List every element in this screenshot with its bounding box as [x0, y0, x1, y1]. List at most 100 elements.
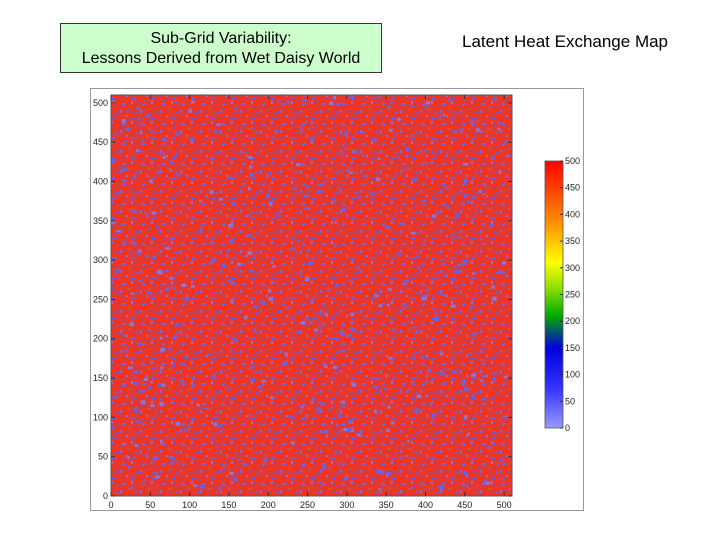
heatmap-cell — [225, 386, 230, 391]
heatmap-cell — [340, 171, 344, 174]
heatmap-cell — [237, 262, 241, 266]
heatmap-cell — [199, 199, 202, 203]
heatmap-cell — [421, 294, 427, 298]
heatmap-cell — [432, 214, 437, 218]
heatmap-cell — [283, 360, 288, 365]
heatmap-cell — [441, 481, 445, 484]
heatmap-cell — [260, 300, 265, 304]
heatmap-cell — [187, 424, 191, 428]
heatmap-cell — [121, 179, 127, 183]
heatmap-cell — [134, 370, 138, 375]
heatmap-cell — [308, 261, 313, 265]
heatmap-cell — [412, 177, 417, 181]
heatmap-cell — [203, 407, 209, 410]
heatmap-cell — [217, 424, 222, 428]
heatmap-cell — [179, 378, 184, 383]
heatmap-cell — [280, 472, 283, 475]
plot-border — [110, 94, 513, 497]
heatmap-cell — [423, 237, 427, 242]
heatmap-cell — [274, 129, 277, 133]
heatmap-cell — [137, 118, 141, 121]
heatmap-cell — [151, 460, 155, 465]
heatmap-cell — [503, 375, 508, 379]
heatmap-cell — [467, 432, 470, 436]
heatmap-cell — [115, 230, 121, 233]
heatmap-cell — [484, 198, 487, 202]
heatmap-cell — [234, 265, 238, 270]
heatmap-cell — [425, 101, 431, 105]
heatmap-cell — [389, 128, 393, 132]
heatmap-cell — [250, 365, 255, 369]
heatmap-cell — [183, 428, 188, 432]
heatmap-cell — [243, 464, 248, 466]
heatmap-cell — [165, 247, 170, 250]
x-tick-label: 100 — [182, 500, 197, 510]
heatmap-cell — [121, 167, 127, 172]
heatmap-cell — [268, 190, 271, 193]
heatmap-cell — [324, 429, 328, 434]
heatmap-cell — [191, 384, 195, 388]
y-tick-label: 50 — [98, 452, 108, 462]
heatmap-cell — [236, 103, 239, 107]
heatmap-cell — [125, 348, 129, 351]
heatmap-cell — [247, 214, 251, 217]
heatmap-cell — [337, 414, 342, 418]
heatmap-cell — [483, 480, 488, 484]
heatmap-cell — [121, 119, 126, 123]
heatmap-cell — [129, 188, 133, 191]
heatmap-cell — [145, 255, 149, 258]
heatmap-cell — [192, 376, 195, 380]
heatmap-cell — [442, 391, 445, 396]
heatmap-cell — [129, 253, 134, 256]
heatmap-cell — [485, 481, 491, 485]
colorbar-tick-label: 0 — [565, 423, 570, 433]
heatmap-cell — [291, 167, 294, 170]
slide-title-line1: Sub-Grid Variability: — [150, 30, 292, 47]
heatmap-cell — [318, 325, 322, 328]
heatmap-cell — [491, 431, 495, 434]
heatmap-cell — [299, 274, 302, 278]
heatmap-cell — [134, 444, 138, 447]
heatmap-cell — [505, 431, 511, 434]
heatmap-cell — [116, 192, 120, 195]
y-tick-label: 150 — [93, 373, 108, 383]
heatmap-cell — [159, 336, 163, 340]
heatmap-cell — [234, 107, 237, 111]
heatmap-cell — [250, 378, 255, 382]
heatmap-cell — [155, 225, 159, 228]
heatmap-cell — [131, 241, 137, 245]
heatmap-cell — [120, 223, 124, 227]
heatmap-cell — [355, 266, 360, 269]
heatmap-cell — [302, 98, 307, 102]
heatmap-cell — [248, 413, 253, 417]
heatmap-cell — [169, 277, 174, 280]
heatmap-cell — [350, 428, 354, 432]
y-axis: 0 50 100 150 200 250 300 350 400 450 500 — [93, 98, 512, 501]
heatmap-cell — [243, 152, 247, 155]
heatmap-cell — [161, 384, 166, 387]
heatmap-cell — [323, 308, 329, 311]
heatmap-cell — [321, 466, 327, 470]
heatmap-cell — [137, 252, 140, 256]
heatmap-cell — [170, 238, 173, 241]
heatmap-cell — [301, 417, 306, 421]
heatmap-cell — [446, 205, 450, 209]
heatmap-cell — [414, 408, 419, 412]
heatmap-cell — [155, 475, 160, 479]
heatmap-cell — [471, 196, 476, 198]
heatmap-cell — [309, 299, 312, 304]
heatmap-cell — [377, 157, 381, 160]
heatmap-cell — [170, 460, 174, 465]
heatmap-cell — [341, 133, 345, 136]
heatmap-cell — [168, 347, 172, 351]
heatmap-cell — [248, 155, 253, 159]
heatmap-cell — [270, 396, 274, 400]
chart-title: Latent Heat Exchange Map — [461, 32, 669, 51]
heatmap-cell — [361, 131, 365, 134]
heatmap-cell — [141, 481, 145, 485]
colorbar-tick-label: 350 — [565, 236, 580, 246]
heatmap-cell — [127, 465, 131, 468]
heatmap-cell — [452, 415, 455, 420]
heatmap-cell — [227, 280, 232, 283]
